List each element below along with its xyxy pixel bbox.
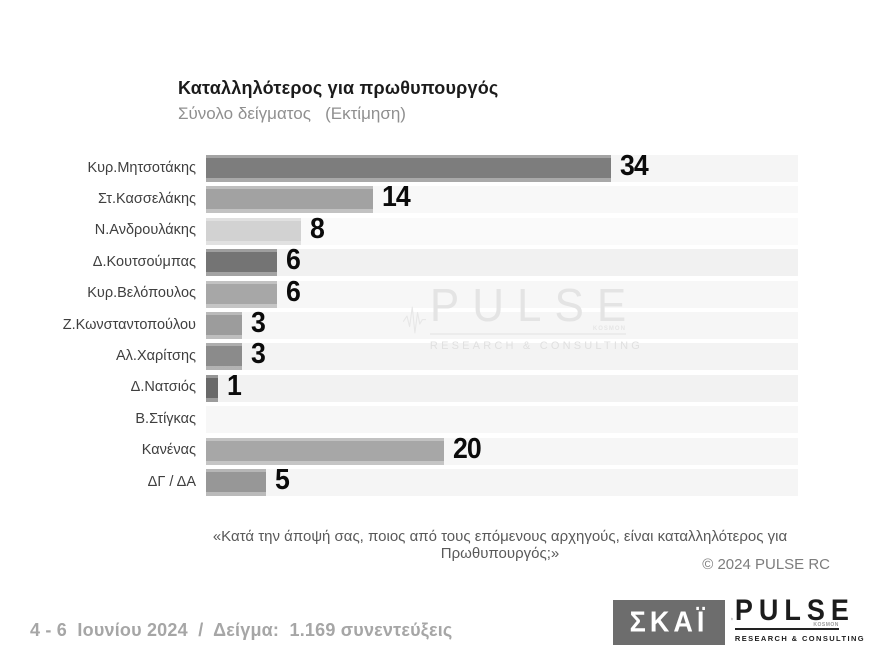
pulse-logo-rule: KOSMON — [734, 622, 839, 632]
category-label: Κυρ.Βελόπουλος — [87, 285, 196, 302]
chart-row: Ζ.Κωνσταντοπούλου 3 — [0, 307, 880, 342]
category-label: Β.Στίγκας — [135, 410, 196, 427]
value-label: 6 — [286, 275, 301, 308]
value-label: 8 — [310, 212, 325, 245]
category-label: Αλ.Χαρίτσης — [116, 347, 196, 364]
chart-row: ΔΓ / ΔΑ 5 — [0, 464, 880, 499]
pulse-logo-wordmark: PULSE — [734, 593, 855, 627]
chart-row: Κυρ.Βελόπουλος 6 — [0, 275, 880, 311]
bar-track — [206, 406, 798, 434]
page-title: Καταλληλότερος για πρωθυπουργός — [178, 78, 499, 98]
pulse-logo-rule-line — [734, 628, 839, 630]
category-label: Ν.Ανδρουλάκης — [94, 222, 196, 239]
bar — [206, 217, 301, 245]
skai-logo-text: ΣΚΑΪ — [629, 606, 709, 638]
value-label: 1 — [227, 369, 242, 402]
bar — [206, 186, 373, 214]
chart-row: Ν.Ανδρουλάκης 8 — [0, 212, 880, 248]
value-label: 14 — [382, 181, 411, 214]
bar — [206, 249, 277, 277]
chart-row: Κυρ.Μητσοτάκης 34 — [0, 150, 880, 185]
pulse-logo-small-text: KOSMON — [813, 622, 839, 628]
value-label: 3 — [251, 338, 266, 371]
chart-row: Στ.Κασσελάκης 14 — [0, 181, 880, 216]
bar — [206, 437, 444, 465]
category-label: Στ.Κασσελάκης — [98, 190, 196, 207]
bar-track — [206, 249, 798, 277]
chart-row: Κανένας 20 — [0, 432, 880, 468]
bar-track — [206, 312, 798, 339]
value-label: 3 — [251, 307, 266, 339]
category-label: Κυρ.Μητσοτάκης — [87, 159, 196, 176]
chart-row: Αλ.Χαρίτσης 3 — [0, 338, 880, 373]
bar — [206, 374, 218, 402]
heartbeat-icon — [731, 617, 733, 621]
fieldwork-date-sample: 4 - 6 Ιουνίου 2024 / Δείγμα: 1.169 συνεν… — [30, 620, 453, 640]
chart-row: Β.Στίγκας — [0, 405, 880, 436]
bar-track — [206, 343, 798, 371]
category-label: Ζ.Κωνσταντοπούλου — [62, 316, 196, 333]
skai-logo: ΣΚΑΪ — [613, 600, 725, 645]
bar-track — [206, 374, 798, 402]
bar — [206, 280, 277, 308]
survey-question-footnote: «Κατά την άποψή σας, ποιος από τους επόμ… — [212, 528, 788, 562]
chart-row: Δ.Νατσιός 1 — [0, 369, 880, 405]
pulse-logo-text-block: PULSE KOSMON RESEARCH & CONSULTING — [734, 593, 865, 643]
bar — [206, 312, 242, 339]
value-label: 34 — [620, 150, 649, 182]
bar-track — [206, 469, 798, 496]
category-label: Δ.Νατσιός — [130, 379, 196, 396]
category-label: Κανένας — [141, 442, 196, 459]
value-label: 5 — [275, 464, 290, 496]
value-label: 20 — [453, 432, 482, 465]
page-subtitle: Σύνολο δείγματος (Εκτίμηση) — [178, 104, 406, 123]
bar-chart: Κυρ.Μητσοτάκης 34 Στ.Κασσελάκης 14 Ν.Ανδρουλ… — [0, 150, 880, 500]
bar-track — [206, 217, 798, 245]
bar — [206, 469, 266, 496]
bar-track — [206, 280, 798, 308]
bar — [206, 155, 611, 182]
value-label: 6 — [286, 244, 301, 277]
category-label: Δ.Κουτσούμπας — [92, 253, 196, 270]
copyright-notice: © 2024 PULSE RC — [702, 556, 830, 573]
pulse-logo: PULSE KOSMON RESEARCH & CONSULTING — [731, 593, 865, 646]
pulse-logo-tagline: RESEARCH & CONSULTING — [734, 634, 865, 643]
category-label: ΔΓ / ΔΑ — [147, 473, 196, 490]
chart-row: Δ.Κουτσούμπας 6 — [0, 244, 880, 279]
bar — [206, 343, 242, 371]
